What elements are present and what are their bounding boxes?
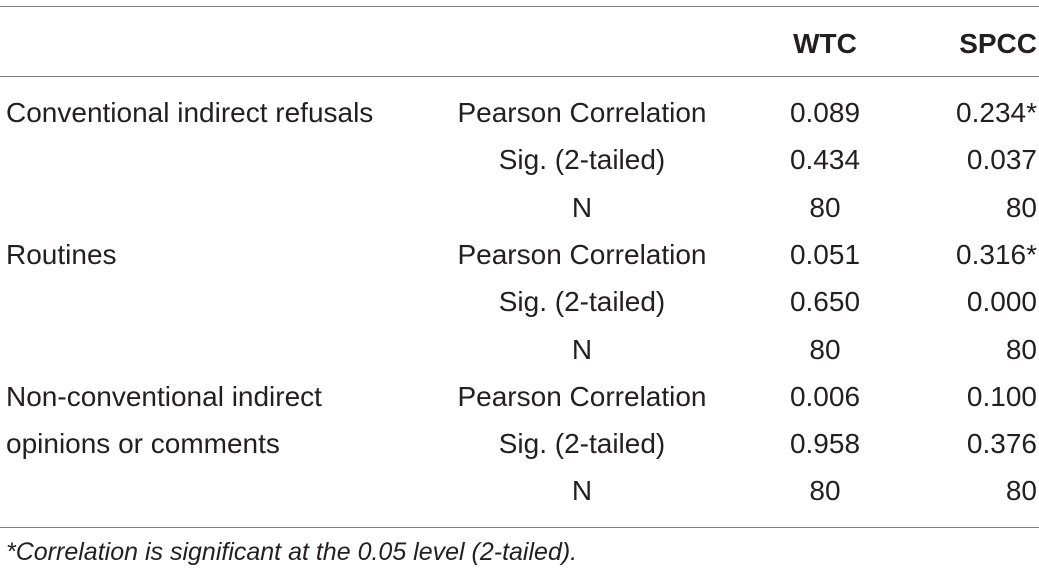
table-row: N 80 80 [0,184,1039,231]
variable-cell: Routines [6,239,117,270]
spcc-value-cell: 0.037 [966,144,1037,175]
table-row: Conventional indirect refusals Pearson C… [0,89,1039,136]
statistic-cell: N [571,192,593,223]
wtc-value-cell: 0.051 [789,239,861,270]
spcc-value-cell: 80 [1005,192,1037,223]
wtc-value-cell: 80 [809,192,841,223]
statistic-cell: Sig. (2-tailed) [498,428,666,459]
table-row: Sig. (2-tailed) 0.650 0.000 [0,278,1039,325]
spcc-value-cell: 80 [1005,334,1037,365]
statistic-cell: Pearson Correlation [457,97,707,128]
statistic-cell: Sig. (2-tailed) [498,286,666,317]
table-row: Routines Pearson Correlation 0.051 0.316… [0,231,1039,278]
variable-cell: opinions or comments [6,428,280,459]
variable-cell: Non-conventional indirect [6,381,322,412]
column-header-spcc: SPCC [959,28,1037,59]
table-header-row: WTC SPCC [0,24,1039,64]
header-bottom-rule [0,76,1039,77]
table-row: N 80 80 [0,326,1039,373]
spcc-value-cell: 80 [1005,475,1037,506]
statistic-cell: Sig. (2-tailed) [498,144,666,175]
spcc-value-cell: 0.376 [966,428,1037,459]
variable-cell: Conventional indirect refusals [6,97,374,128]
table-row: Sig. (2-tailed) 0.434 0.037 [0,136,1039,183]
wtc-value-cell: 0.006 [789,381,861,412]
table-footnote: *Correlation is significant at the 0.05 … [6,538,578,566]
spcc-value-cell: 0.000 [966,286,1037,317]
statistic-cell: N [571,334,593,365]
wtc-value-cell: 0.958 [789,428,861,459]
table-row: opinions or comments Sig. (2-tailed) 0.9… [0,420,1039,467]
statistic-cell: Pearson Correlation [457,381,707,412]
table-bottom-rule [0,527,1039,528]
table-row: Non-conventional indirect Pearson Correl… [0,373,1039,420]
spcc-value-cell: 0.100 [966,381,1037,412]
wtc-value-cell: 80 [809,475,841,506]
wtc-value-cell: 80 [809,334,841,365]
table-top-rule [0,6,1039,7]
statistic-cell: Pearson Correlation [457,239,707,270]
wtc-value-cell: 0.650 [789,286,861,317]
wtc-value-cell: 0.434 [789,144,861,175]
column-header-wtc: WTC [793,28,857,59]
statistic-cell: N [571,475,593,506]
wtc-value-cell: 0.089 [789,97,861,128]
table-row: N 80 80 [0,467,1039,514]
spcc-value-cell: 0.234* [956,97,1037,128]
spcc-value-cell: 0.316* [956,239,1037,270]
